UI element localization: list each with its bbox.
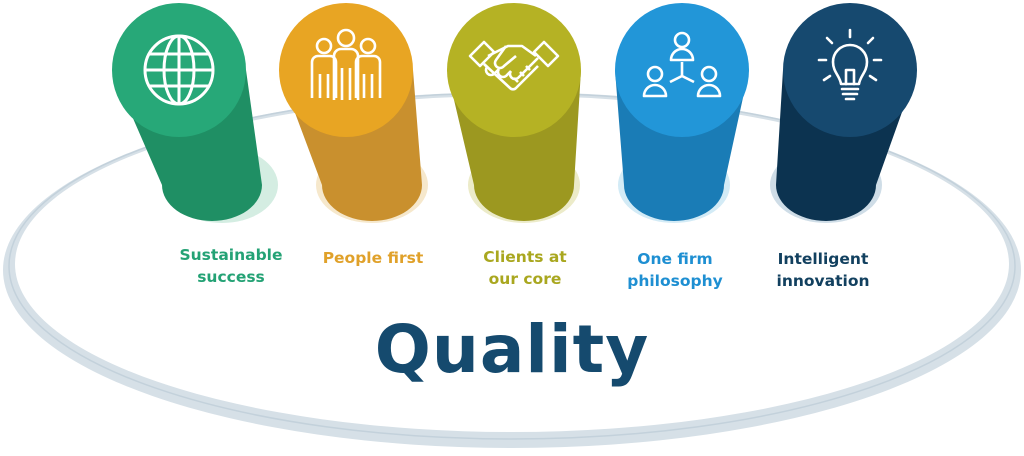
pillar-label-people-first: People first (322, 249, 424, 267)
pillar-sustainable-success (112, 3, 278, 223)
team-network-icon (642, 31, 722, 98)
pillar-clients-at-our-core (447, 3, 581, 223)
pillar-label-sustainable-success: Sustainable success (179, 246, 283, 286)
globe-icon (143, 34, 215, 106)
people-group-icon (310, 28, 382, 100)
pillar-label-one-firm-philosophy: One firm philosophy (627, 250, 723, 290)
pillar-intelligent-innovation (770, 3, 917, 223)
base-title: Quality (374, 311, 650, 388)
pillar-label-intelligent-innovation: Intelligent innovation (776, 250, 870, 290)
pillar-people-first (279, 3, 428, 223)
lightbulb-icon (817, 28, 883, 101)
pillar-label-clients-at-our-core: Clients at our core (483, 248, 567, 288)
handshake-icon (468, 40, 560, 91)
pillar-one-firm-philosophy (615, 3, 749, 223)
